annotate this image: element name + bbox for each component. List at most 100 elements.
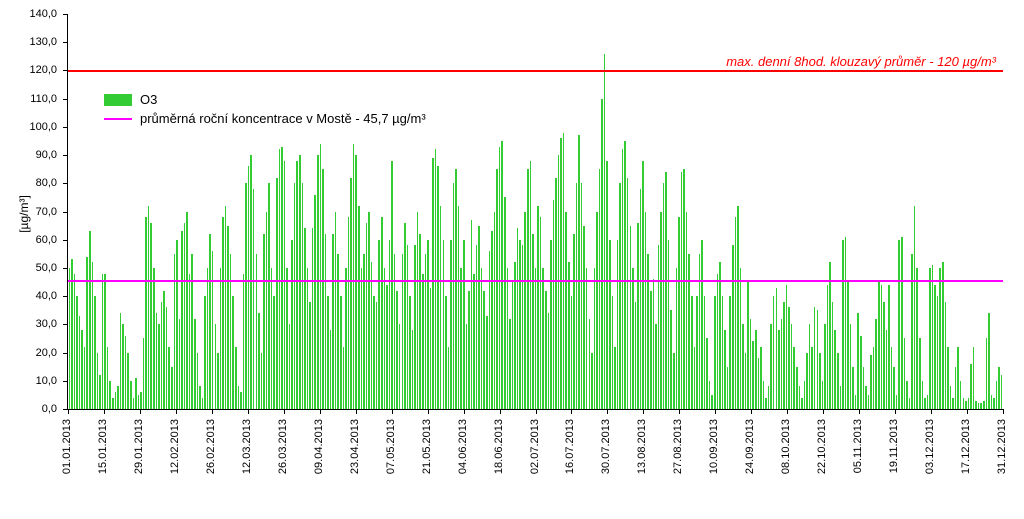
data-bar	[273, 296, 275, 409]
data-bar	[919, 338, 921, 409]
data-bar	[89, 231, 91, 409]
data-bar	[476, 245, 478, 409]
x-tick	[284, 409, 285, 414]
data-bar	[197, 353, 199, 409]
data-bar	[209, 234, 211, 409]
data-bar	[829, 262, 831, 409]
data-bar	[381, 217, 383, 409]
data-bar	[691, 296, 693, 409]
data-bar	[407, 245, 409, 409]
data-bar	[768, 386, 770, 409]
data-bar	[74, 274, 76, 409]
x-tick	[571, 409, 572, 414]
mean-line	[68, 280, 1003, 282]
x-tick	[392, 409, 393, 414]
data-bar	[740, 268, 742, 409]
data-bar	[378, 240, 380, 409]
x-tick-label: 27.08.2013	[672, 419, 684, 474]
data-bar	[163, 291, 165, 410]
data-bar	[545, 291, 547, 410]
data-bar	[430, 288, 432, 409]
legend-line	[104, 118, 132, 120]
data-bar	[189, 274, 191, 409]
data-bar	[696, 296, 698, 409]
data-bar	[722, 296, 724, 409]
data-bar	[852, 367, 854, 409]
data-bar	[312, 228, 314, 409]
y-tick	[63, 127, 68, 128]
data-bar	[850, 324, 852, 409]
data-bar	[404, 223, 406, 409]
data-bar	[555, 178, 557, 409]
data-bar	[991, 395, 993, 409]
data-bar	[527, 169, 529, 409]
legend-item: průměrná roční koncentrace v Mostě - 45,…	[104, 111, 426, 126]
data-bar	[975, 401, 977, 409]
data-bar	[704, 296, 706, 409]
y-tick	[63, 155, 68, 156]
data-bar	[199, 386, 201, 409]
x-tick-label: 07.05.2013	[385, 419, 397, 474]
data-bar	[758, 358, 760, 409]
data-bar	[804, 381, 806, 409]
data-bar	[842, 240, 844, 409]
data-bar	[256, 254, 258, 409]
limit-line	[68, 70, 1003, 72]
data-bar	[524, 212, 526, 410]
x-tick	[68, 409, 69, 414]
data-bar	[158, 324, 160, 409]
data-bar	[458, 206, 460, 409]
data-bar	[786, 285, 788, 409]
data-bar	[845, 237, 847, 409]
data-bar	[778, 330, 780, 409]
data-bar	[145, 217, 147, 409]
data-bar	[468, 291, 470, 410]
data-bar	[122, 324, 124, 409]
data-bar	[773, 296, 775, 409]
data-bar	[752, 341, 754, 409]
data-bar	[939, 268, 941, 409]
data-bar	[550, 240, 552, 409]
data-bar	[186, 212, 188, 410]
data-bar	[445, 296, 447, 409]
data-bar	[120, 313, 122, 409]
data-bar	[235, 347, 237, 409]
data-bar	[637, 223, 639, 409]
data-bar	[102, 274, 104, 409]
x-tick	[212, 409, 213, 414]
data-bar	[781, 319, 783, 409]
data-bar	[127, 353, 129, 409]
data-bar	[881, 285, 883, 409]
data-bar	[202, 398, 204, 409]
x-tick-label: 24.09.2013	[744, 419, 756, 474]
data-bar	[694, 347, 696, 409]
data-bar	[491, 231, 493, 409]
x-tick-label: 26.03.2013	[277, 419, 289, 474]
data-bar	[99, 375, 101, 409]
x-tick	[679, 409, 680, 414]
data-bar	[927, 395, 929, 409]
y-tick-label: 30,0	[0, 318, 57, 330]
data-bar	[135, 378, 137, 409]
data-bar	[232, 296, 234, 409]
data-bar	[317, 155, 319, 409]
data-bar	[425, 254, 427, 409]
x-tick	[320, 409, 321, 414]
data-bar	[463, 240, 465, 409]
data-bar	[245, 183, 247, 409]
data-bar	[911, 254, 913, 409]
x-tick-label: 18.06.2013	[493, 419, 505, 474]
data-bar	[302, 183, 304, 409]
data-bar	[291, 240, 293, 409]
data-bar	[79, 316, 81, 409]
x-tick-label: 03.12.2013	[924, 419, 936, 474]
data-bar	[645, 212, 647, 410]
data-bar	[345, 268, 347, 409]
data-bar	[117, 386, 119, 409]
data-bar	[604, 54, 606, 410]
data-bar	[957, 347, 959, 409]
data-bar	[217, 353, 219, 409]
data-bar	[865, 386, 867, 409]
data-bar	[176, 240, 178, 409]
data-bar	[368, 212, 370, 410]
